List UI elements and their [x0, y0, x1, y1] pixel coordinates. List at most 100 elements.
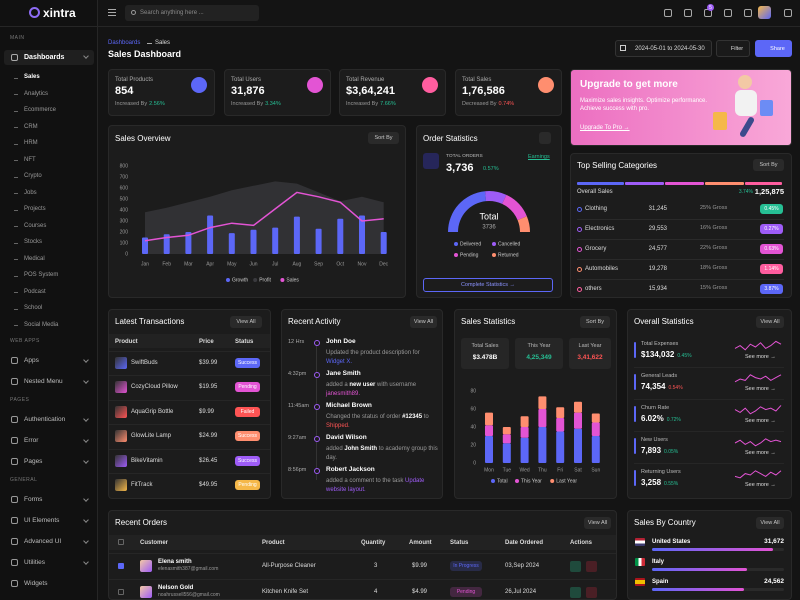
promo-link[interactable]: Upgrade To Pro → — [580, 125, 630, 131]
view-all-button[interactable]: View All — [756, 517, 784, 529]
icon — [11, 580, 18, 587]
cart-badge: 5 — [709, 4, 712, 11]
product-price: $19.95 — [199, 384, 218, 391]
submenu-marker — [14, 94, 18, 96]
submenu-item[interactable]: Projects — [24, 206, 46, 213]
row-divider — [109, 424, 270, 426]
customer-avatar — [140, 560, 152, 572]
breadcrumb-separator — [147, 42, 152, 44]
submenu-item[interactable]: School — [24, 305, 43, 312]
delete-button[interactable] — [586, 561, 597, 572]
card — [570, 153, 792, 298]
card-title: Sales By Country — [634, 518, 696, 527]
menu-item[interactable]: Widgets — [24, 579, 48, 587]
section-label: GENERAL — [10, 477, 38, 483]
edit-button[interactable] — [570, 587, 581, 598]
column-header: Product — [262, 539, 285, 546]
submenu-item[interactable]: Podcast — [24, 288, 46, 295]
submenu-marker — [14, 176, 18, 178]
category-dot — [577, 287, 582, 292]
order-quantity: 4 — [374, 589, 378, 595]
stat-marker — [634, 438, 636, 454]
orders-change: 0.57% — [483, 166, 499, 172]
submenu-item[interactable]: Analytics — [24, 90, 49, 97]
product-image — [115, 381, 127, 394]
breadcrumb-link[interactable]: Dashboards — [108, 40, 141, 46]
submenu-item[interactable]: Jobs — [24, 189, 37, 196]
stat-title: Total Users — [231, 77, 262, 83]
stat-marker — [634, 374, 636, 390]
stat-value: 854 — [115, 85, 134, 97]
icon — [11, 416, 18, 423]
menu-item[interactable]: Forms — [24, 495, 43, 503]
menu-item[interactable]: Authentication — [24, 415, 66, 423]
menu-item[interactable]: Apps — [24, 356, 39, 364]
activity-description: Changed the status of order #12345 to Sh… — [326, 413, 438, 430]
submenu-item[interactable]: Social Media — [24, 321, 59, 328]
date-range[interactable]: 2024-05-01 to 2024-05-30 — [635, 45, 705, 52]
view-all-button[interactable]: View All — [584, 517, 611, 529]
menu-item[interactable]: Nested Menu — [24, 377, 63, 385]
submenu-marker — [14, 259, 18, 261]
see-more-link[interactable]: See more → — [745, 418, 776, 424]
see-more-link[interactable]: See more → — [745, 450, 776, 456]
search-input[interactable]: Search anything here ... — [140, 10, 204, 16]
stat-marker — [634, 470, 636, 486]
menu-item[interactable]: Utilities — [24, 558, 45, 566]
country-bar-fill — [652, 548, 774, 551]
customer-email: elenasmith387@gmail.com — [158, 566, 219, 572]
category-value: 19,278 — [648, 266, 667, 272]
customer-avatar — [140, 586, 152, 598]
stat-icon — [538, 77, 554, 93]
stat-change: 0.45% — [677, 353, 692, 359]
menu-item[interactable]: Dashboards — [24, 54, 65, 61]
submenu-item[interactable]: POS System — [24, 272, 59, 279]
filter-button[interactable]: Filter — [716, 40, 750, 57]
view-all-button[interactable]: View All — [230, 316, 262, 328]
card-title: Recent Activity — [288, 317, 341, 326]
submenu-item[interactable]: Medical — [24, 255, 45, 262]
submenu-item[interactable]: NFT — [24, 156, 36, 163]
submenu-item[interactable]: Crypto — [24, 173, 42, 180]
activity-time: 11:45am — [288, 403, 309, 409]
menu-item[interactable]: Error — [24, 436, 39, 444]
submenu-item[interactable]: HRM — [24, 140, 38, 147]
see-more-link[interactable]: See more → — [745, 482, 776, 488]
sort-button[interactable]: Sort By — [753, 159, 784, 171]
overall-label: Overall Sales — [577, 189, 613, 195]
edit-button[interactable] — [570, 561, 581, 572]
menu-item[interactable]: Pages — [24, 457, 43, 465]
menu-item[interactable]: Advanced UI — [24, 537, 62, 545]
status-badge: Pending — [235, 480, 260, 490]
delete-button[interactable] — [586, 587, 597, 598]
timeline-dot — [313, 372, 320, 378]
product-name: FitTrack — [131, 482, 153, 488]
earnings-link[interactable]: Earnings — [528, 154, 550, 160]
submenu-item[interactable]: Courses — [24, 222, 47, 229]
menu-active — [4, 50, 94, 65]
submenu-item[interactable]: Sales — [24, 74, 40, 80]
view-all-button[interactable]: View All — [410, 316, 437, 328]
product-image — [115, 454, 127, 467]
submenu-item[interactable]: Stocks — [24, 239, 43, 246]
search-box — [125, 5, 259, 21]
section-label: WEB APPS — [10, 338, 40, 344]
sort-button[interactable]: Sort By — [580, 316, 610, 328]
submenu-marker — [14, 110, 18, 112]
category-gross: 18% Gross — [700, 265, 728, 271]
see-more-link[interactable]: See more → — [745, 386, 776, 392]
row-divider — [577, 279, 784, 280]
stat-value: $3,64,241 — [346, 85, 395, 97]
stat-marker — [634, 406, 636, 422]
icon — [11, 437, 18, 444]
share-button[interactable]: Share — [755, 40, 792, 57]
menu-item[interactable]: UI Elements — [24, 516, 60, 524]
view-all-button[interactable]: View All — [756, 316, 784, 328]
sort-button[interactable]: Sort By — [368, 132, 399, 144]
see-more-link[interactable]: See more → — [745, 354, 776, 360]
complete-statistics-button[interactable]: Complete Statistics → — [423, 278, 553, 292]
submenu-item[interactable]: CRM — [24, 123, 38, 130]
summary-label: Last Year — [578, 343, 602, 349]
submenu-item[interactable]: Ecommerce — [24, 107, 57, 114]
activity-name: David Wilson — [326, 434, 367, 441]
